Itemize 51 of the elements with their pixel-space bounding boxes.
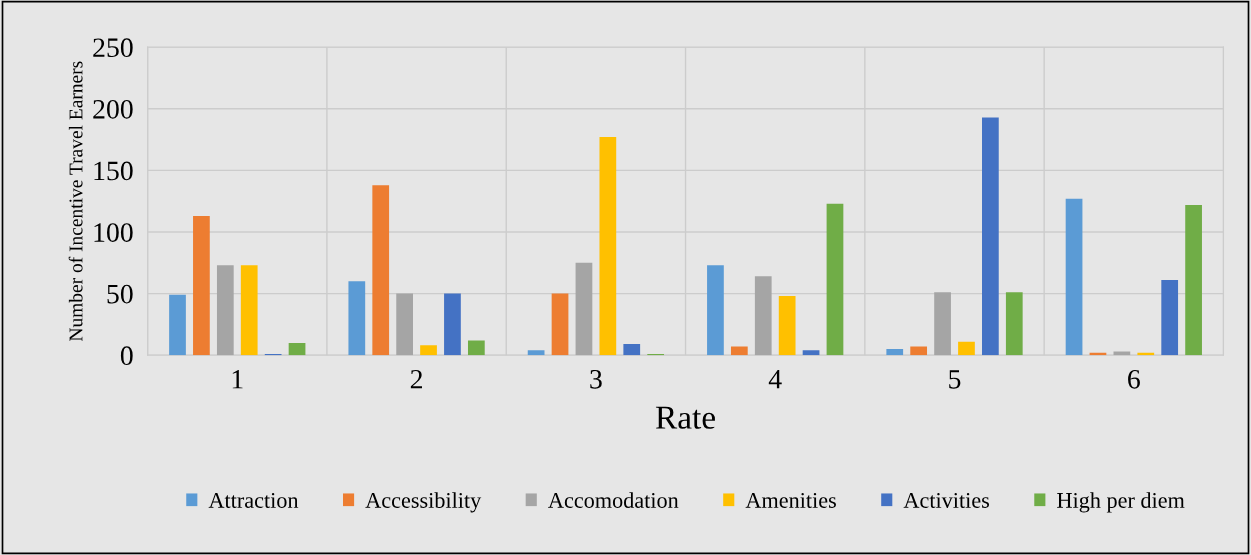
bar [444,293,461,356]
bar [348,281,366,356]
y-tick-label: 150 [94,161,133,181]
bar [754,276,772,356]
y-tick-label: 200 [93,99,133,119]
bar [1065,198,1083,356]
y-tick-label: 250 [93,38,133,58]
legend-label: Activities [903,492,990,508]
y-tick-label: 100 [94,223,133,242]
bar [169,294,186,356]
bar [910,346,928,356]
bar [778,296,796,356]
bar [527,350,545,356]
bar [826,203,844,356]
y-tick-label: 50 [107,284,133,304]
x-tick-label: 3 [590,369,602,389]
bar [599,137,617,356]
legend-label: Amenities [745,492,836,508]
legend-label: Accessibility [365,492,482,513]
bar [1161,280,1179,356]
legend-label: High per diem [1057,492,1185,513]
bar [707,265,724,356]
x-tick-label: 4 [768,370,782,389]
legend-label: Accomodation [548,492,679,508]
bar [467,340,485,356]
bar [193,215,210,356]
bar [396,293,413,356]
bar [216,265,234,356]
bar [886,349,904,356]
bar [934,292,951,356]
bar [1185,204,1202,356]
y-tick-label: 0 [120,346,133,366]
y-axis-title: Number of Incentive Travel Earners [68,61,83,342]
x-tick-label: 5 [949,370,961,389]
x-tick-label: 1 [232,370,243,389]
bar [551,293,569,356]
bar [802,350,820,356]
bar [372,185,390,356]
bar [623,344,641,356]
bar [420,345,437,356]
bar [1005,292,1023,356]
x-axis-title: Rate [655,406,715,429]
bar [575,262,593,356]
bar [288,342,306,356]
bar [730,346,748,356]
legend-label: Attraction [208,492,299,508]
x-tick-label: 2 [410,369,422,389]
bar [240,265,258,356]
bar [958,341,975,356]
bar [982,117,999,356]
x-tick-label: 6 [1128,369,1140,389]
